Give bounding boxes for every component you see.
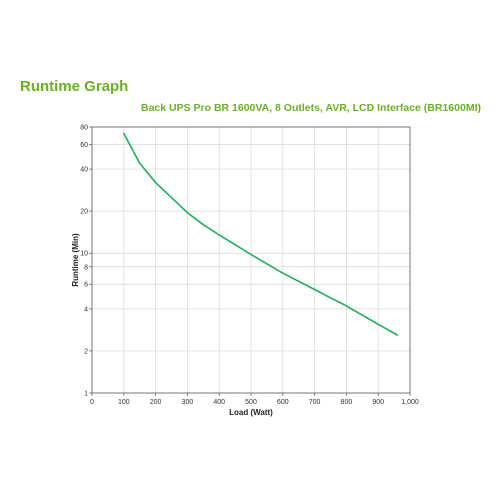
runtime-series-line bbox=[123, 132, 399, 336]
y-tick-label: 2 bbox=[84, 348, 88, 355]
product-subtitle: Back UPS Pro BR 1600VA, 8 Outlets, AVR, … bbox=[141, 102, 481, 114]
x-tick-label: 700 bbox=[309, 399, 321, 406]
x-tick-label: 800 bbox=[341, 399, 353, 406]
x-axis-label: Load (Watt) bbox=[229, 408, 273, 417]
y-tick-label: 20 bbox=[80, 209, 88, 216]
grid-lines bbox=[92, 127, 410, 393]
y-axis-ticks: 1 2 4 6 8 10 20 40 60 80 bbox=[80, 125, 92, 398]
y-tick-label: 1 bbox=[84, 391, 88, 398]
x-tick-label: 300 bbox=[182, 399, 194, 406]
x-tick-label: 200 bbox=[150, 399, 162, 406]
x-tick-label: 900 bbox=[372, 399, 384, 406]
x-tick-label: 500 bbox=[245, 399, 257, 406]
x-tick-label: 1,000 bbox=[401, 399, 419, 406]
x-axis-ticks: 0 100 200 300 400 500 600 700 800 900 1,000 bbox=[90, 393, 419, 406]
y-tick-label: 6 bbox=[84, 282, 88, 289]
page-title: Runtime Graph bbox=[20, 78, 129, 95]
y-axis-label: Runtime (Min) bbox=[71, 233, 80, 287]
y-tick-label: 4 bbox=[84, 306, 88, 313]
x-tick-label: 600 bbox=[277, 399, 289, 406]
series-layer bbox=[123, 132, 399, 336]
x-tick-label: 400 bbox=[213, 399, 225, 406]
x-tick-label: 100 bbox=[118, 399, 130, 406]
y-tick-label: 60 bbox=[80, 142, 88, 149]
y-tick-label: 10 bbox=[80, 251, 88, 258]
x-tick-label: 0 bbox=[90, 399, 94, 406]
y-tick-label: 80 bbox=[80, 125, 88, 132]
y-tick-label: 40 bbox=[80, 167, 88, 174]
y-tick-label: 8 bbox=[84, 264, 88, 271]
